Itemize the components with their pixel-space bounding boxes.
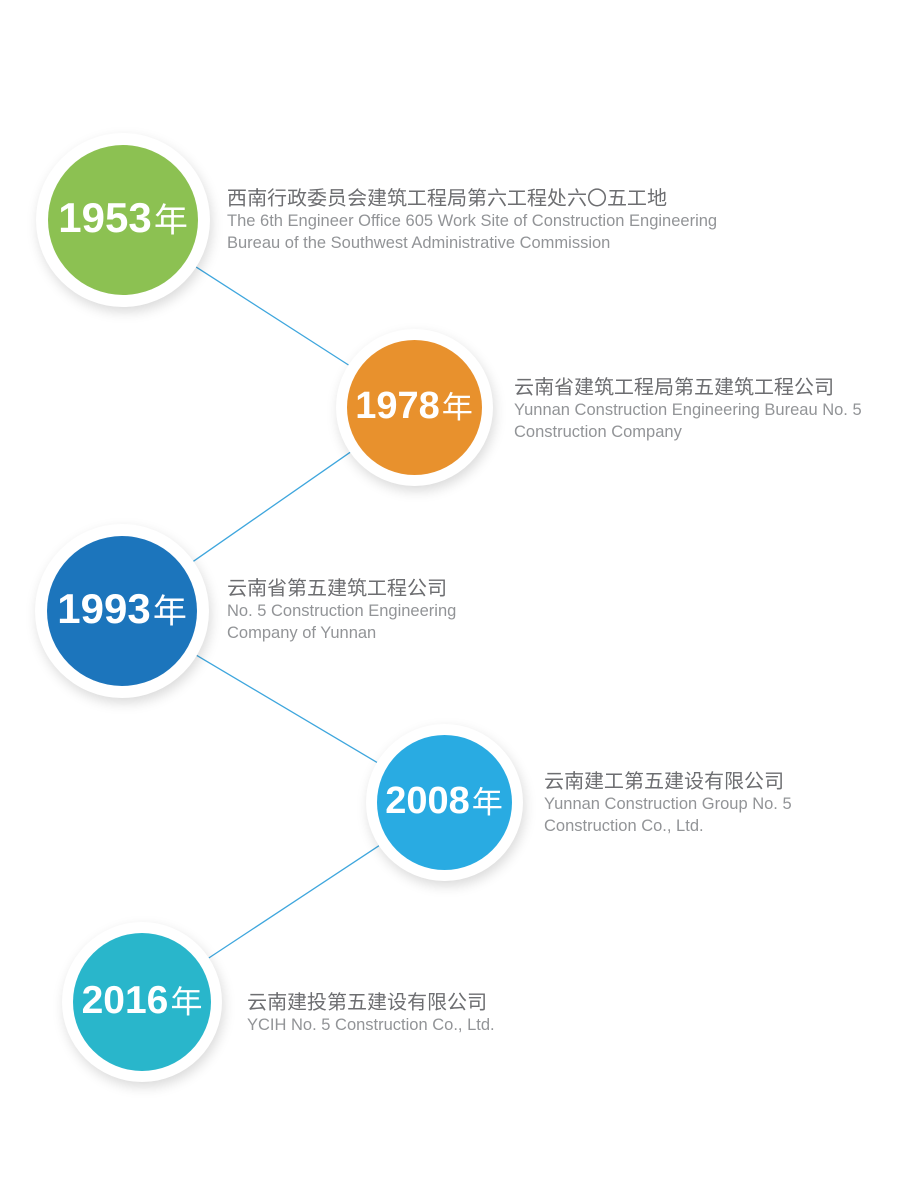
- svg-text:2008年: 2008年: [385, 777, 503, 822]
- svg-text:1953年: 1953年: [58, 193, 187, 242]
- svg-text:2016年: 2016年: [82, 977, 203, 1023]
- svg-text:1978年: 1978年: [355, 382, 473, 427]
- svg-text:1993年: 1993年: [57, 584, 186, 633]
